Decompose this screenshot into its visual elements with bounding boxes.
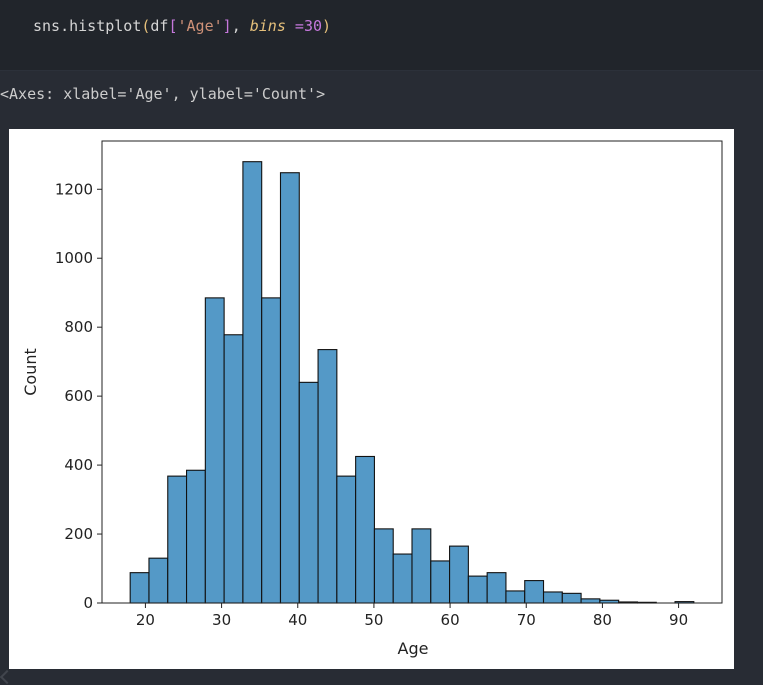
histogram-bar xyxy=(317,349,338,604)
x-tick-label: 30 xyxy=(212,611,231,629)
y-axis-label: Count xyxy=(21,348,40,396)
histogram-bar xyxy=(542,591,563,604)
x-axis-label: Age xyxy=(398,639,429,658)
histogram-bar xyxy=(185,469,206,604)
y-tick-label: 600 xyxy=(64,387,93,405)
plot-frame xyxy=(101,140,723,604)
histogram-bar xyxy=(411,528,432,604)
code-number: 30 xyxy=(303,17,322,35)
code-close-bracket: ] xyxy=(222,17,232,35)
histogram-bar xyxy=(279,172,300,604)
histogram-bar xyxy=(204,297,225,604)
histogram-bar xyxy=(392,553,413,604)
histogram-bar xyxy=(355,455,375,604)
code-close-paren: ) xyxy=(322,17,332,35)
histogram-bar xyxy=(561,592,582,604)
y-tick-label: 1200 xyxy=(55,180,93,198)
plot-output: 20 30 40 50 60 70 80 90 0 200 400 600 800 1000 1200 Age… xyxy=(9,129,734,669)
histogram-chart: 20 30 40 50 60 70 80 90 0 200 400 600 800 1000 1200 Age… xyxy=(21,140,723,658)
histogram-bar xyxy=(467,575,488,604)
x-tick-label: 20 xyxy=(136,611,155,629)
x-tick-label: 70 xyxy=(517,611,536,629)
histogram-bar xyxy=(242,161,263,604)
histogram-bar xyxy=(430,560,451,604)
code-arg-object: df xyxy=(150,17,169,35)
histogram-bar xyxy=(167,475,188,604)
code-keyword: bins xyxy=(249,17,286,35)
code-open-paren: ( xyxy=(141,17,151,35)
x-tick-label: 50 xyxy=(364,611,383,629)
histogram-bar xyxy=(580,598,601,604)
y-tick-label: 800 xyxy=(64,318,93,336)
y-tick-label: 400 xyxy=(64,456,93,474)
code-comma: , xyxy=(231,17,250,35)
y-tick-label: 0 xyxy=(83,594,93,612)
y-tick-label: 200 xyxy=(64,525,93,543)
histogram-bar xyxy=(148,557,169,604)
code-open-bracket: [ xyxy=(168,17,178,35)
x-tick-label: 80 xyxy=(593,611,612,629)
x-tick-label: 60 xyxy=(441,611,460,629)
histogram-bar xyxy=(298,381,319,604)
histogram-bar xyxy=(223,334,244,604)
histogram-bar xyxy=(261,297,282,604)
histogram-bar xyxy=(336,475,357,604)
code-line[interactable]: sns.histplot(df['Age'], bins =30) xyxy=(33,16,331,36)
histogram-bar xyxy=(449,545,469,604)
code-function: sns.histplot xyxy=(33,17,142,35)
x-tick-label: 90 xyxy=(669,611,688,629)
histogram-bar xyxy=(505,590,526,604)
histogram-bar xyxy=(373,528,394,604)
code-cell[interactable]: sns.histplot(df['Age'], bins =30) xyxy=(0,0,763,71)
y-tick-label: 1000 xyxy=(55,249,93,267)
code-arg-key: 'Age' xyxy=(177,17,223,35)
histogram-bar xyxy=(129,572,150,604)
output-text: <Axes: xlabel='Age', ylabel='Count'> xyxy=(0,85,326,103)
x-tick-label: 40 xyxy=(288,611,307,629)
histogram-bar xyxy=(486,572,507,604)
histogram-bar xyxy=(524,580,545,604)
code-operator: = xyxy=(285,17,304,35)
